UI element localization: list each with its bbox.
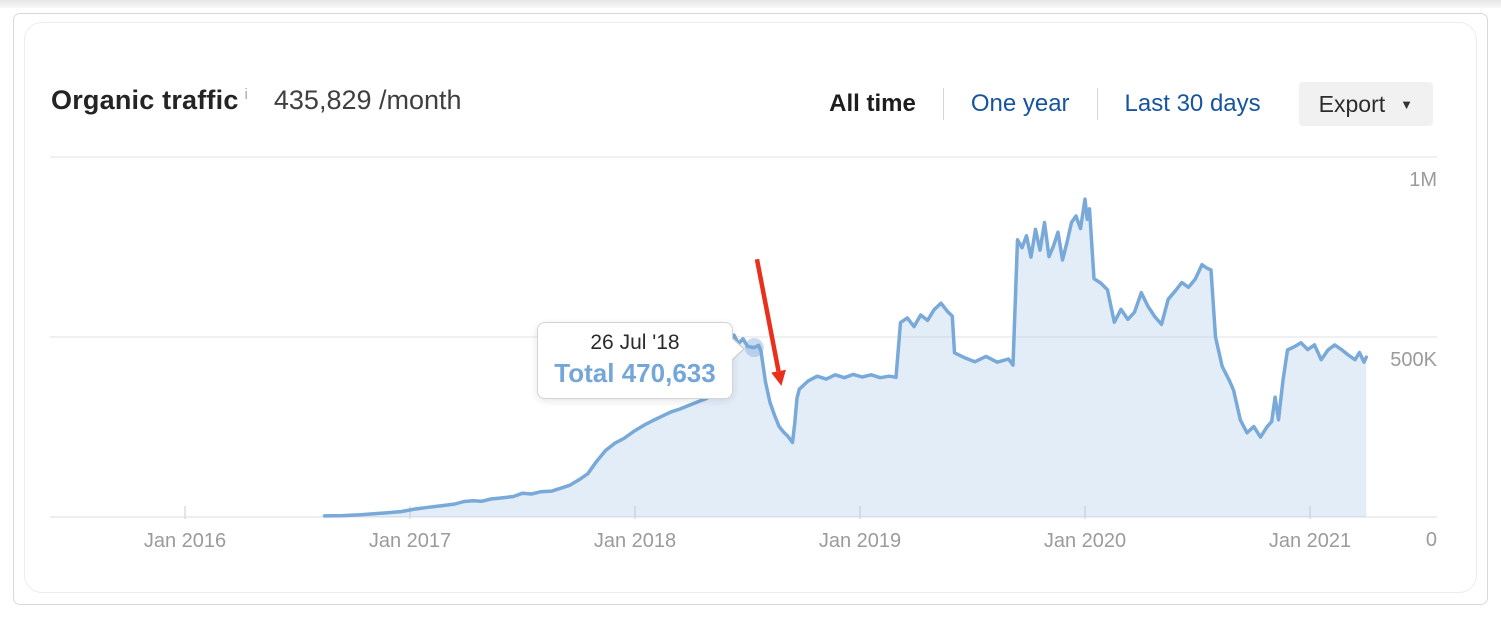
traffic-area-fill [324,199,1367,517]
traffic-line [322,197,1369,518]
widget-header: Organic traffic i 435,829 /month [51,85,462,116]
traffic-value-number: 435,829 [273,85,372,115]
x-axis-label: Jan 2020 [1043,530,1127,552]
page-title: Organic traffic [51,85,239,115]
x-axis-ticks [184,506,1311,519]
y-axis-label: 0 [1425,529,1437,551]
export-button-label: Export [1318,90,1386,117]
range-controls: All time One year Last 30 days Export ▼ [829,81,1433,127]
traffic-value: 435,829 /month [274,85,462,116]
x-axis-label: Jan 2021 [1268,530,1352,552]
x-axis-label: Jan 2019 [818,530,902,552]
arrowhead-icon [771,369,786,386]
tab-one-year[interactable]: One year [970,90,1070,117]
export-button[interactable]: Export ▼ [1298,82,1433,126]
tooltip-total: Total 470,633 [554,358,716,388]
chevron-down-icon: ▼ [1400,96,1413,112]
x-axis-label: Jan 2018 [593,530,677,552]
drop-annotation-arrow [754,258,781,372]
info-icon[interactable]: i [244,86,248,103]
tab-all-time[interactable]: All time [829,90,916,117]
y-axis-label: 1M [1409,169,1437,191]
traffic-value-suffix: /month [379,85,462,115]
x-axis-label: Jan 2016 [143,530,227,552]
organic-traffic-widget: Organic traffic i 435,829 /month All tim… [24,22,1477,593]
outer-card: Organic traffic i 435,829 /month All tim… [13,13,1488,605]
tooltip-date: 26 Jul '18 [590,331,680,354]
tab-last-30-days[interactable]: Last 30 days [1124,90,1261,117]
x-axis-label: Jan 2017 [368,530,452,552]
y-axis-label: 500K [1390,349,1437,371]
tab-divider [1096,88,1098,120]
data-point-highlight [744,338,764,358]
window-top-edge [0,0,1501,8]
tab-divider [942,88,944,120]
chart-tooltip: 26 Jul '18 Total 470,633 [537,322,745,399]
